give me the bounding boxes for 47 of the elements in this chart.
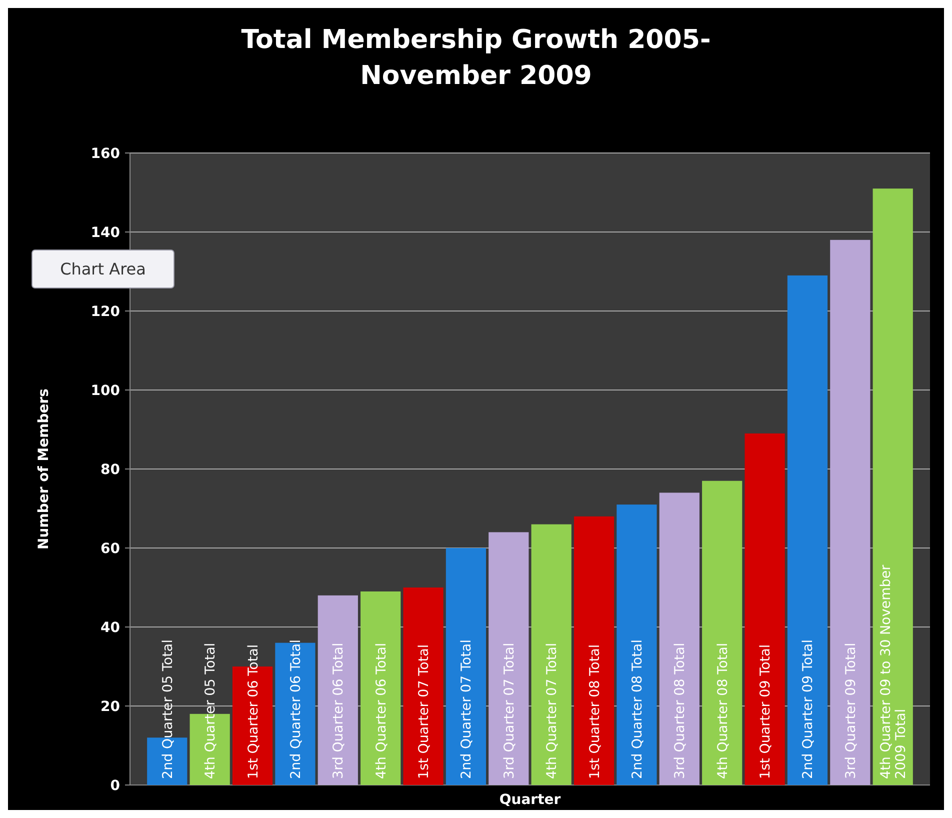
- x-tick-label: 3rd Quarter 09 Total: [842, 642, 859, 779]
- bar: [744, 433, 785, 785]
- x-tick-label: 1st Quarter 08 Total: [586, 644, 603, 779]
- bar: [574, 516, 614, 785]
- bar: [787, 275, 828, 785]
- x-tick-label: 3rd Quarter 07 Total: [501, 642, 518, 779]
- y-axis-title: Number of Members: [36, 388, 52, 550]
- x-tick-label: 2nd Quarter 07 Total: [458, 640, 475, 779]
- bar: [872, 188, 913, 785]
- bar: [659, 492, 700, 785]
- bar: [360, 591, 401, 785]
- bar: [531, 524, 572, 785]
- x-axis-title: Quarter: [499, 792, 561, 808]
- bar: [446, 548, 486, 785]
- x-tick-label: 2nd Quarter 06 Total: [288, 640, 304, 779]
- x-tick-label: 2nd Quarter 08 Total: [629, 640, 646, 779]
- x-tick-label: 4th Quarter 09 to 30 November 2009 Total: [878, 564, 910, 779]
- x-tick-label: 2nd Quarter 09 Total: [800, 640, 816, 779]
- y-tick-label: 160: [90, 146, 120, 162]
- y-tick-label: 40: [100, 620, 120, 636]
- y-tick-label: 60: [100, 540, 120, 557]
- x-tick-label: 3rd Quarter 06 Total: [330, 642, 347, 779]
- y-tick-label: 80: [100, 462, 120, 478]
- x-tick-label: 1st Quarter 07 Total: [416, 644, 432, 779]
- annotation: Chart Area: [60, 260, 146, 279]
- x-tick-label: 4th Quarter 08 Total: [714, 642, 731, 779]
- x-tick-label: 4th Quarter 07 Total: [544, 642, 560, 779]
- bar: [616, 504, 657, 785]
- y-tick-label: 100: [90, 382, 120, 399]
- bar: [403, 588, 444, 785]
- x-tick-label: 1st Quarter 06 Total: [245, 644, 262, 779]
- bar: [830, 240, 870, 785]
- tooltip-box: Chart Area: [32, 250, 174, 288]
- x-tick-label: 4th Quarter 05 Total: [202, 642, 219, 779]
- y-tick-label: 0: [110, 778, 120, 794]
- x-tick-label: 3rd Quarter 08 Total: [672, 642, 688, 779]
- bar: [318, 595, 358, 785]
- x-tick-label: 2nd Quarter 05 Total: [160, 640, 176, 779]
- y-tick-label: 140: [90, 224, 120, 241]
- x-tick-label: 4th Quarter 06 Total: [373, 642, 390, 779]
- chart-title: Total Membership Growth 2005- November 2009: [241, 25, 711, 91]
- x-tick-label: 1st Quarter 09 Total: [758, 644, 774, 779]
- bar: [488, 532, 529, 785]
- bar: [702, 480, 742, 785]
- y-tick-label: 20: [100, 698, 120, 715]
- bar: [275, 642, 316, 785]
- y-tick-label: 120: [90, 304, 120, 320]
